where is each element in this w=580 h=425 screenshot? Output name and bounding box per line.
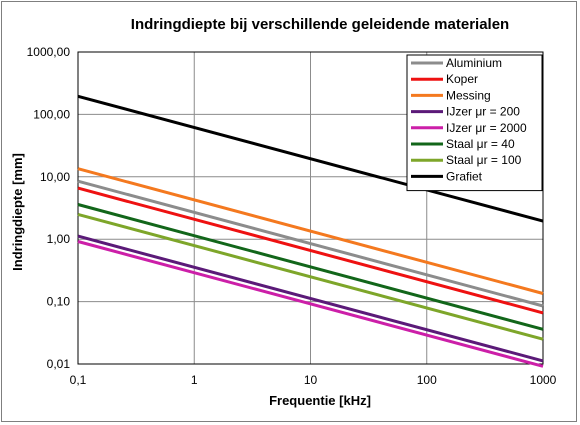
y-tick-label: 1000,00 xyxy=(27,45,71,59)
series-lines xyxy=(77,94,544,368)
x-tick-label: 1 xyxy=(191,373,198,387)
series-line xyxy=(77,94,544,223)
series-line xyxy=(77,203,544,331)
x-tick-label: 1000 xyxy=(530,373,557,387)
legend-entry: Staal μr = 40 xyxy=(446,137,515,151)
legend-entry: Grafiet xyxy=(446,169,483,183)
legend-entry: Messing xyxy=(446,88,491,102)
legend-entry: IJzer μr = 2000 xyxy=(446,121,527,135)
y-tick-label: 0,01 xyxy=(47,357,71,371)
legend: Aluminium Koper Messing IJzer μr = 200 IJzer… xyxy=(406,54,543,192)
y-tick-label: 100,00 xyxy=(33,107,70,121)
series-line xyxy=(77,234,544,363)
x-tick-label: 100 xyxy=(417,373,437,387)
chart-title: Indringdiepte bij verschillende geleiden… xyxy=(131,16,509,33)
series-line xyxy=(77,186,544,315)
y-tick-label: 1,00 xyxy=(47,232,71,246)
series-line xyxy=(77,240,544,368)
y-tick-label: 10,00 xyxy=(40,170,70,184)
series-line xyxy=(77,179,544,308)
x-tick-label: 0,1 xyxy=(70,373,87,387)
y-axis-label: Indringdiepte [mm] xyxy=(10,153,25,271)
legend-entry: Aluminium xyxy=(446,56,502,70)
plot-area xyxy=(77,51,544,365)
x-axis-label: Frequentie [kHz] xyxy=(269,393,371,408)
series-line xyxy=(77,167,544,295)
legend-entry: Koper xyxy=(446,72,478,86)
x-axis-ticks: 0,1 1 10 100 1000 xyxy=(70,373,557,387)
legend-entry: Staal μr = 100 xyxy=(446,153,522,167)
legend-box xyxy=(406,54,543,192)
legend-entry: IJzer μr = 200 xyxy=(446,105,520,119)
series-line xyxy=(77,212,544,341)
y-axis-ticks: 0,01 0,10 1,00 10,00 100,00 1000,00 xyxy=(27,45,71,371)
x-tick-label: 10 xyxy=(304,373,318,387)
y-tick-label: 0,10 xyxy=(47,295,71,309)
